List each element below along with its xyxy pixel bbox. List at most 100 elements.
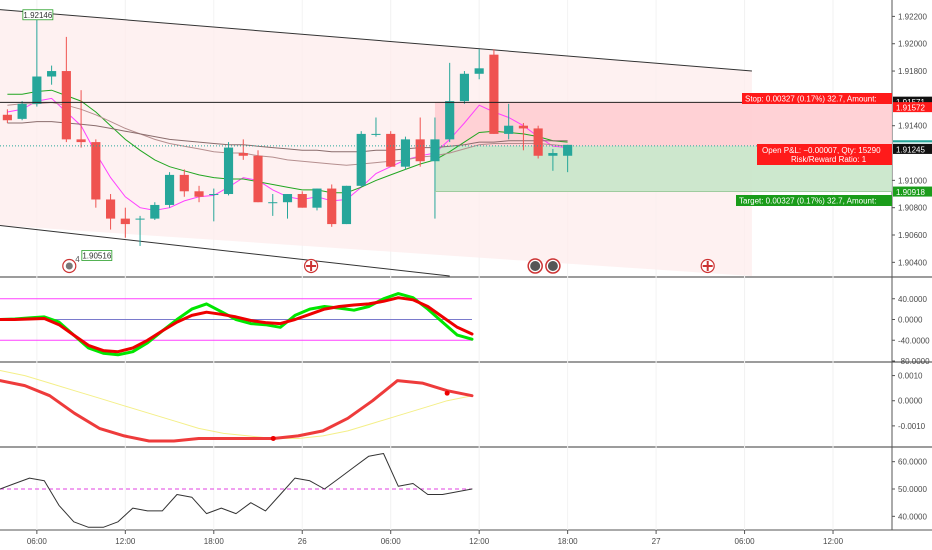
candle: [164, 172, 175, 208]
time-tick-label: 06:00: [27, 537, 48, 546]
candle: [518, 122, 528, 151]
avatar-icon[interactable]: [545, 258, 561, 274]
candle-body: [548, 153, 558, 156]
candle: [400, 136, 411, 170]
signal-dot: [444, 390, 450, 396]
candle-body: [2, 114, 12, 121]
price-tick-label: 1.90800: [898, 204, 927, 213]
candle-body: [253, 155, 263, 203]
candle: [76, 90, 86, 148]
candle-body: [459, 73, 470, 102]
uk-flag-icon[interactable]: [700, 258, 715, 274]
candle-body: [445, 101, 455, 140]
candle-body: [61, 71, 71, 140]
event-markers[interactable]: 4: [62, 255, 715, 274]
candle: [106, 194, 116, 230]
candle-body: [386, 133, 396, 167]
last-price-axis-label-text: 1.91245: [896, 145, 925, 154]
candle-body: [518, 125, 528, 129]
candle-body: [356, 133, 366, 186]
time-tick-label: 12:00: [115, 537, 136, 546]
price-tick-label: 1.91000: [898, 176, 927, 185]
last-price-axis-label-bg: [893, 143, 932, 154]
candle-body: [17, 103, 27, 119]
candle-body: [415, 139, 425, 162]
candle-body: [164, 174, 175, 205]
candle-body: [282, 194, 293, 203]
candle: [474, 49, 484, 80]
candle-body: [489, 54, 499, 134]
oscillator-series-2-0: [0, 370, 473, 439]
candles: [2, 19, 573, 246]
candle: [312, 188, 322, 211]
time-tick-label: 18:00: [558, 537, 579, 546]
candle-body: [268, 202, 278, 204]
candle: [430, 117, 440, 219]
osc-tick-label: 0.0000: [898, 397, 923, 406]
price-tick-label: 1.92200: [898, 12, 927, 21]
candle: [356, 131, 366, 188]
low-marker-box: [81, 250, 113, 261]
time-axis[interactable]: 06:00 12:00 18:00 26 06:00 12:00 18:00 27 06:00 1…: [27, 530, 844, 546]
price-axes[interactable]: 1.92200 1.92000 1.91800 1.91400 1.91000 1.908…: [892, 12, 932, 521]
avatar-face: [547, 261, 558, 271]
candle-body: [91, 142, 101, 200]
price-tick-label: 1.90600: [898, 231, 927, 240]
channel-lower-line[interactable]: [0, 224, 450, 277]
candle-body: [47, 71, 57, 77]
oscillator-panes: [0, 292, 474, 528]
candle-body: [563, 144, 573, 156]
pnl-tag: Open P&L: −0.00007, Qty: 15290Risk/Rewar…: [757, 144, 892, 165]
event-count: 4: [75, 255, 80, 264]
news-flag-icon[interactable]: 4: [62, 255, 81, 274]
target-axis-label-text: 1.90918: [896, 188, 925, 197]
price-tick-label: 1.91400: [898, 122, 927, 131]
uk-flag-icon[interactable]: [303, 258, 319, 274]
candle: [47, 65, 57, 85]
candle: [91, 139, 101, 208]
time-tick-label: 27: [652, 537, 661, 546]
osc-tick-label: 0.0010: [898, 372, 923, 381]
stop-tag-bg: [742, 93, 892, 104]
stop-axis-label-b: 1.91572: [893, 102, 932, 113]
candle: [209, 188, 219, 222]
moving-average-4: [7, 121, 568, 153]
osc-tick-label: 60.0000: [898, 458, 927, 467]
channel-fill: [0, 9, 752, 276]
candle-body: [135, 218, 145, 220]
candle-body: [238, 153, 248, 156]
candle-body: [106, 199, 116, 219]
channel-upper-line[interactable]: [0, 9, 752, 72]
candle: [459, 71, 470, 104]
candle-body: [120, 218, 130, 225]
oscillator-series-1-1: [0, 296, 474, 354]
candle: [120, 207, 130, 238]
candle-body: [223, 147, 234, 195]
osc-tick-label: 40.0000: [898, 512, 927, 521]
candle-body: [76, 139, 86, 143]
avatar-icon[interactable]: [527, 258, 543, 274]
candle-body: [312, 188, 322, 208]
time-tick-label: 18:00: [204, 537, 225, 546]
candle-body: [150, 204, 160, 219]
candle-body: [297, 194, 307, 208]
candle: [563, 144, 573, 173]
candle: [548, 148, 558, 171]
news-dot: [65, 262, 73, 270]
stop-zone[interactable]: [434, 102, 892, 146]
oscillator-series-2-1: [0, 379, 474, 443]
osc-tick-label: 40.0000: [898, 295, 927, 304]
candle: [223, 142, 234, 196]
osc-tick-label: -0.0010: [898, 422, 926, 431]
candle: [327, 184, 337, 227]
target-axis-label: 1.90918: [893, 186, 932, 197]
price-tick-label: 1.92000: [898, 40, 927, 49]
high-marker-label: 1.92146: [23, 11, 52, 20]
candle: [135, 215, 145, 246]
rr-tag-text: Risk/Reward Ratio: 1: [791, 155, 867, 164]
high-marker-box: [22, 9, 54, 21]
candle: [17, 101, 27, 121]
candle-body: [400, 139, 411, 167]
candle: [268, 194, 278, 216]
